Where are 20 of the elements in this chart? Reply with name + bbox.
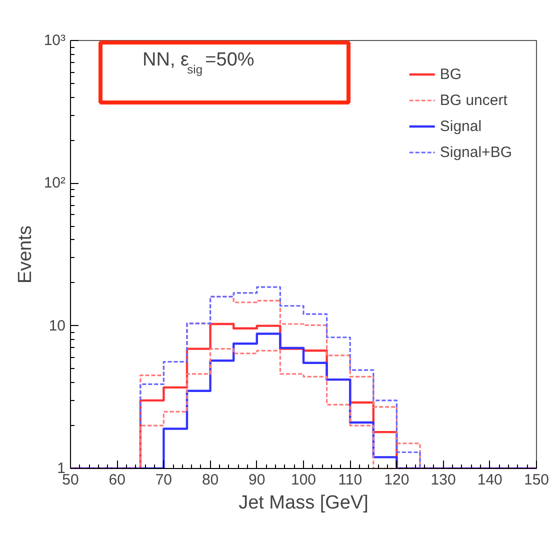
x-axis-title: Jet Mass [GeV] bbox=[238, 492, 368, 514]
legend-label: Signal bbox=[440, 118, 482, 134]
x-tick-label: 80 bbox=[202, 472, 219, 488]
legend-label: BG bbox=[440, 66, 462, 82]
x-tick-label: 60 bbox=[108, 472, 126, 488]
x-tick-label: 100 bbox=[290, 472, 316, 488]
x-tick-label: 140 bbox=[477, 472, 502, 488]
x-tick-label: 50 bbox=[62, 472, 79, 488]
y-tick-label: 10 bbox=[48, 317, 66, 334]
y-axis-title: Events bbox=[14, 225, 36, 284]
x-tick-label: 130 bbox=[430, 472, 456, 488]
y-tick-label: 10³ bbox=[44, 32, 66, 49]
x-tick-label: 150 bbox=[524, 472, 550, 488]
x-tick-label: 110 bbox=[338, 472, 362, 488]
legend-label: Signal+BG bbox=[440, 144, 512, 160]
x-tick-label: 70 bbox=[155, 472, 172, 488]
legend-label: BG uncert bbox=[440, 92, 508, 108]
y-tick-label: 10² bbox=[44, 174, 66, 192]
x-tick-label: 90 bbox=[248, 472, 266, 488]
x-tick-label: 120 bbox=[384, 472, 410, 488]
